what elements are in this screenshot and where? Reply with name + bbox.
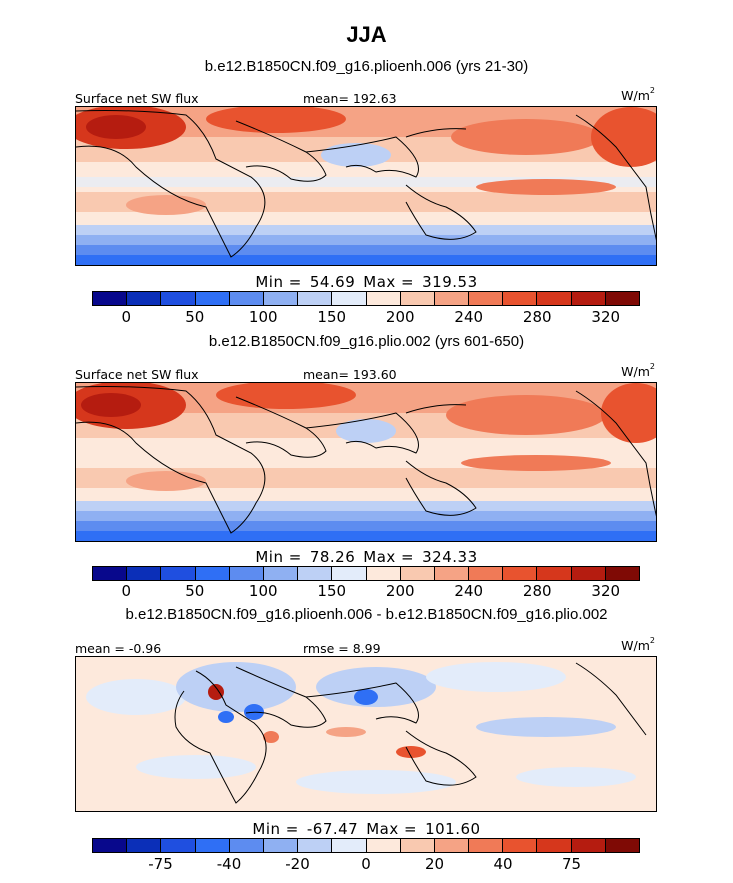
colorbar-swatch xyxy=(503,292,538,305)
panel2-colorbar xyxy=(92,566,640,581)
colorbar-swatch xyxy=(195,567,230,580)
colorbar-swatch xyxy=(161,839,196,852)
panel2-map xyxy=(75,382,657,542)
panel2-units: W/m2 xyxy=(621,362,655,379)
colorbar-swatch xyxy=(571,292,606,305)
colorbar-swatch xyxy=(127,839,162,852)
colorbar-swatch xyxy=(571,567,606,580)
colorbar-tick-label: 150 xyxy=(317,308,347,326)
panel3-map xyxy=(75,656,657,812)
colorbar-swatch xyxy=(127,567,162,580)
colorbar-tick-label: 20 xyxy=(424,855,445,873)
colorbar-swatch xyxy=(400,292,435,305)
colorbar-swatch xyxy=(332,567,367,580)
colorbar-swatch xyxy=(229,292,264,305)
panel2-variable-label: Surface net SW flux xyxy=(75,367,199,382)
colorbar-swatch xyxy=(263,567,299,580)
panel3-mean-label: mean = -0.96 xyxy=(75,641,162,656)
panel1-colorbar xyxy=(92,291,640,306)
panel2-minmax: Min = 78.26 Max = 324.33 xyxy=(255,548,478,566)
panel3-colorbar xyxy=(92,838,640,853)
colorbar-swatch xyxy=(332,839,367,852)
panel1-variable-label: Surface net SW flux xyxy=(75,91,199,106)
figure-title: JJA xyxy=(346,22,387,47)
colorbar-swatch xyxy=(195,839,230,852)
colorbar-tick-label: 150 xyxy=(317,582,347,600)
colorbar-swatch xyxy=(366,567,401,580)
colorbar-swatch xyxy=(537,292,572,305)
colorbar-swatch xyxy=(469,567,504,580)
panel1-colorbar-ticks: 0 50 100 150 200 240 280 320 xyxy=(92,308,640,328)
colorbar-swatch xyxy=(366,292,401,305)
colorbar-tick-label: 0 xyxy=(361,855,371,873)
panel3-minmax: Min = -67.47 Max = 101.60 xyxy=(252,820,481,838)
colorbar-swatch xyxy=(571,839,606,852)
colorbar-swatch xyxy=(229,839,264,852)
colorbar-tick-label: 50 xyxy=(185,308,205,326)
colorbar-swatch xyxy=(605,292,639,305)
colorbar-swatch xyxy=(93,567,128,580)
colorbar-tick-label: -20 xyxy=(285,855,310,873)
colorbar-tick-label: 100 xyxy=(248,308,278,326)
colorbar-swatch xyxy=(298,839,333,852)
colorbar-tick-label: 75 xyxy=(561,855,582,873)
colorbar-swatch xyxy=(434,839,470,852)
colorbar-swatch xyxy=(537,839,572,852)
colorbar-swatch xyxy=(263,839,299,852)
colorbar-swatch xyxy=(93,839,128,852)
colorbar-swatch xyxy=(332,292,367,305)
colorbar-swatch xyxy=(93,292,128,305)
colorbar-swatch xyxy=(605,567,639,580)
colorbar-swatch xyxy=(469,839,504,852)
colorbar-swatch xyxy=(161,567,196,580)
panel3-units: W/m2 xyxy=(621,636,655,653)
colorbar-tick-label: 320 xyxy=(591,582,621,600)
panel2-mean-label: mean= 193.60 xyxy=(303,367,397,382)
panel3-subtitle: b.e12.B1850CN.f09_g16.plioenh.006 - b.e1… xyxy=(125,606,608,623)
colorbar-swatch xyxy=(366,839,401,852)
panel1-mean-label: mean= 192.63 xyxy=(303,91,397,106)
panel1-subtitle: b.e12.B1850CN.f09_g16.plioenh.006 (yrs 2… xyxy=(204,58,529,75)
panel2-subtitle: b.e12.B1850CN.f09_g16.plio.002 (yrs 601-… xyxy=(208,333,525,350)
colorbar-tick-label: 100 xyxy=(248,582,278,600)
panel1-map xyxy=(75,106,657,266)
colorbar-swatch xyxy=(469,292,504,305)
colorbar-swatch xyxy=(263,292,299,305)
colorbar-swatch xyxy=(298,292,333,305)
colorbar-swatch xyxy=(400,839,435,852)
colorbar-swatch xyxy=(400,567,435,580)
colorbar-tick-label: 40 xyxy=(493,855,513,873)
colorbar-tick-label: 200 xyxy=(385,582,415,600)
colorbar-swatch xyxy=(605,839,639,852)
colorbar-tick-label: 0 xyxy=(121,582,132,600)
colorbar-tick-label: -75 xyxy=(148,855,173,873)
colorbar-swatch xyxy=(195,292,230,305)
colorbar-tick-label: 200 xyxy=(385,308,415,326)
colorbar-tick-label: 280 xyxy=(522,582,552,600)
colorbar-tick-label: 320 xyxy=(591,308,621,326)
panel1-units: W/m2 xyxy=(621,86,655,103)
panel2-colorbar-ticks: 0 50 100 150 200 240 280 320 xyxy=(92,582,640,602)
colorbar-tick-label: 50 xyxy=(185,582,205,600)
colorbar-swatch xyxy=(503,839,538,852)
colorbar-swatch xyxy=(434,567,470,580)
colorbar-swatch xyxy=(298,567,333,580)
colorbar-swatch xyxy=(503,567,538,580)
colorbar-tick-label: 240 xyxy=(454,582,484,600)
colorbar-tick-label: -40 xyxy=(216,855,242,873)
panel3-rmse-label: rmse = 8.99 xyxy=(303,641,381,656)
colorbar-swatch xyxy=(127,292,162,305)
colorbar-swatch xyxy=(434,292,470,305)
colorbar-tick-label: 0 xyxy=(121,308,132,326)
colorbar-swatch xyxy=(229,567,264,580)
colorbar-tick-label: 280 xyxy=(522,308,552,326)
panel1-minmax: Min = 54.69 Max = 319.53 xyxy=(255,273,478,291)
panel3-colorbar-ticks: -75 -40 -20 0 20 40 75 xyxy=(92,855,640,875)
colorbar-tick-label: 240 xyxy=(454,308,484,326)
colorbar-swatch xyxy=(161,292,196,305)
colorbar-swatch xyxy=(537,567,572,580)
